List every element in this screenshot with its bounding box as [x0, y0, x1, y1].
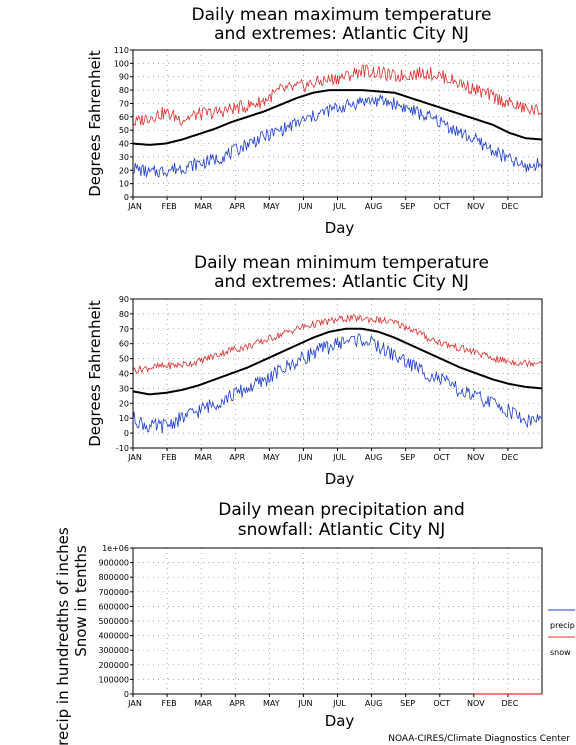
x-tick-label: JUN	[297, 453, 312, 462]
x-tick-label: DEC	[502, 699, 519, 708]
y-tick-label: 70	[119, 325, 129, 334]
y-tick-label: 500000	[98, 617, 129, 626]
y-tick-label: 600000	[98, 602, 129, 611]
y-tick-label: 110	[114, 46, 129, 55]
x-tick-label: APR	[229, 699, 245, 708]
x-tick-label: JAN	[127, 202, 142, 211]
chart-title-line1: Daily mean minimum temperature	[194, 253, 489, 273]
y-tick-label: 20	[119, 166, 129, 175]
x-tick-label: SEP	[400, 453, 415, 462]
y-tick-label: 800000	[98, 573, 129, 582]
y-tick-label: 100000	[98, 675, 129, 684]
y-tick-label: 40	[119, 370, 129, 379]
x-tick-label: NOV	[467, 202, 485, 211]
x-tick-label: AUG	[365, 202, 383, 211]
plot-frame	[132, 298, 543, 449]
y-tick-label: 0	[124, 690, 129, 699]
x-axis-label: Day	[325, 470, 355, 488]
x-tick-label: FEB	[162, 202, 177, 211]
y-tick-label: -10	[116, 444, 129, 453]
chart-title-line1: Daily mean maximum temperature	[192, 5, 492, 25]
x-tick-label: OCT	[433, 453, 450, 462]
y-tick-label: 80	[119, 310, 129, 319]
x-tick-label: JAN	[127, 453, 142, 462]
x-tick-label: SEP	[400, 202, 415, 211]
x-tick-label: APR	[229, 202, 245, 211]
y-tick-label: 0	[124, 429, 129, 438]
series-mean-line	[132, 327, 543, 396]
x-tick-label: MAY	[263, 202, 280, 211]
y-tick-label: 900000	[98, 559, 129, 568]
x-axis-label: Day	[325, 712, 355, 730]
y-axis-label: Degrees Fahrenheit	[86, 300, 104, 447]
x-tick-label: OCT	[433, 202, 450, 211]
chart-title-line1: Daily mean precipitation and	[218, 500, 465, 520]
x-tick-label: MAR	[194, 453, 212, 462]
y-tick-label: 40	[119, 140, 129, 149]
legend-precip-label: precip	[550, 621, 575, 630]
x-tick-label: OCT	[433, 699, 450, 708]
x-tick-label: JUN	[297, 202, 312, 211]
y-axis-label-line1: Precip in hundredths of inches	[54, 527, 72, 745]
y-tick-label: 70	[119, 99, 129, 108]
x-tick-label: AUG	[365, 453, 383, 462]
x-tick-label: DEC	[502, 453, 519, 462]
series-max-line	[132, 64, 543, 127]
x-tick-label: MAR	[194, 699, 212, 708]
x-tick-label: FEB	[162, 699, 177, 708]
chart-title-line2: and extremes: Atlantic City NJ	[214, 24, 469, 44]
y-tick-label: 10	[119, 180, 129, 189]
y-tick-label: 60	[119, 340, 129, 349]
x-tick-label: MAY	[263, 453, 280, 462]
y-tick-label: 200000	[98, 661, 129, 670]
chart-title-line2: snowfall: Atlantic City NJ	[238, 520, 445, 540]
y-tick-label: 30	[119, 153, 129, 162]
y-tick-label: 60	[119, 113, 129, 122]
x-tick-label: JAN	[127, 699, 142, 708]
x-tick-label: NOV	[467, 453, 485, 462]
y-tick-label: 0	[124, 193, 129, 202]
y-tick-label: 100	[114, 59, 129, 68]
y-axis-label-line2: Snow in tenths	[72, 545, 90, 657]
y-tick-label: 30	[119, 384, 129, 393]
chart-title-line2: and extremes: Atlantic City NJ	[214, 272, 469, 292]
x-axis-label: Day	[325, 219, 355, 237]
x-tick-label: JUL	[332, 202, 346, 211]
y-tick-label: 700000	[98, 588, 129, 597]
series-max-line	[132, 314, 543, 375]
x-tick-label: JUL	[332, 453, 346, 462]
x-tick-label: DEC	[502, 202, 519, 211]
x-tick-label: APR	[229, 453, 245, 462]
y-tick-label: 50	[119, 355, 129, 364]
x-tick-label: SEP	[400, 699, 415, 708]
x-tick-label: AUG	[365, 699, 383, 708]
x-tick-label: JUN	[297, 699, 312, 708]
y-tick-label: 90	[119, 73, 129, 82]
y-tick-label: 1e+06	[102, 544, 129, 553]
x-tick-label: FEB	[162, 453, 177, 462]
series-mean-line	[132, 89, 543, 146]
x-tick-label: NOV	[467, 699, 485, 708]
series-min-line	[132, 94, 543, 178]
legend-snow-label: snow	[550, 648, 571, 657]
series-min-line	[132, 333, 543, 434]
y-tick-label: 80	[119, 86, 129, 95]
y-tick-label: 90	[119, 295, 129, 304]
y-axis-label: Degrees Fahrenheit	[86, 50, 104, 197]
plot-frame	[132, 547, 543, 695]
plot-frame	[132, 49, 543, 198]
x-tick-label: JUL	[332, 699, 346, 708]
y-tick-label: 400000	[98, 632, 129, 641]
y-tick-label: 10	[119, 414, 129, 423]
y-tick-label: 50	[119, 126, 129, 135]
x-tick-label: MAR	[194, 202, 212, 211]
x-tick-label: MAY	[263, 699, 280, 708]
y-tick-label: 20	[119, 399, 129, 408]
credit-text: NOAA-CIRES/Climate Diagnostics Center	[388, 734, 570, 744]
y-tick-label: 300000	[98, 646, 129, 655]
